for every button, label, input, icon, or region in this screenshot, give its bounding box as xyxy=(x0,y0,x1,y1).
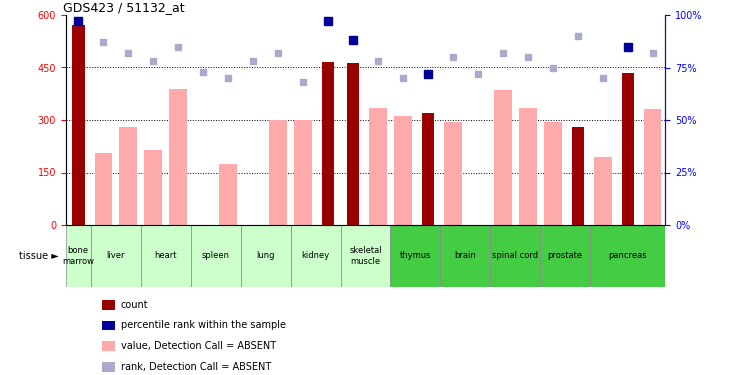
Bar xyxy=(644,110,662,225)
Bar xyxy=(440,225,491,287)
Text: liver: liver xyxy=(107,251,125,260)
Bar xyxy=(369,108,387,225)
Text: pancreas: pancreas xyxy=(608,251,647,260)
Bar xyxy=(219,164,237,225)
Bar xyxy=(341,225,390,287)
Text: value, Detection Call = ABSENT: value, Detection Call = ABSENT xyxy=(121,341,276,351)
Text: spinal cord: spinal cord xyxy=(492,251,539,260)
Bar xyxy=(295,120,312,225)
Bar xyxy=(191,225,240,287)
Bar xyxy=(390,225,440,287)
Bar xyxy=(94,153,112,225)
Bar xyxy=(102,321,115,330)
Bar xyxy=(66,225,91,287)
Bar xyxy=(102,362,115,372)
Bar xyxy=(594,157,612,225)
Bar xyxy=(519,108,537,225)
Text: skeletal
muscle: skeletal muscle xyxy=(349,246,382,266)
Bar xyxy=(322,62,334,225)
Bar xyxy=(290,225,341,287)
Bar xyxy=(591,225,665,287)
Text: thymus: thymus xyxy=(400,251,431,260)
Bar xyxy=(491,225,540,287)
Bar xyxy=(269,120,287,225)
Bar xyxy=(102,341,115,351)
Bar xyxy=(72,26,85,225)
Text: count: count xyxy=(121,300,148,310)
Text: percentile rank within the sample: percentile rank within the sample xyxy=(121,321,286,330)
Text: heart: heart xyxy=(154,251,177,260)
Bar xyxy=(394,117,412,225)
Text: bone
marrow: bone marrow xyxy=(62,246,94,266)
Text: spleen: spleen xyxy=(202,251,230,260)
Bar xyxy=(540,225,591,287)
Text: GDS423 / 51132_at: GDS423 / 51132_at xyxy=(63,1,184,14)
Text: prostate: prostate xyxy=(548,251,583,260)
Bar xyxy=(346,63,359,225)
Bar xyxy=(494,90,512,225)
Text: rank, Detection Call = ABSENT: rank, Detection Call = ABSENT xyxy=(121,362,271,372)
Bar xyxy=(621,73,634,225)
Bar xyxy=(444,122,462,225)
Bar xyxy=(145,150,162,225)
Text: brain: brain xyxy=(455,251,477,260)
Bar xyxy=(572,127,584,225)
Bar xyxy=(140,225,191,287)
Text: kidney: kidney xyxy=(301,251,330,260)
Bar xyxy=(544,122,561,225)
Bar xyxy=(240,225,290,287)
Text: lung: lung xyxy=(257,251,275,260)
Text: tissue ►: tissue ► xyxy=(18,251,58,261)
Bar xyxy=(170,88,187,225)
Bar xyxy=(102,300,115,310)
Bar xyxy=(119,127,137,225)
Bar xyxy=(91,225,140,287)
Bar xyxy=(422,113,434,225)
